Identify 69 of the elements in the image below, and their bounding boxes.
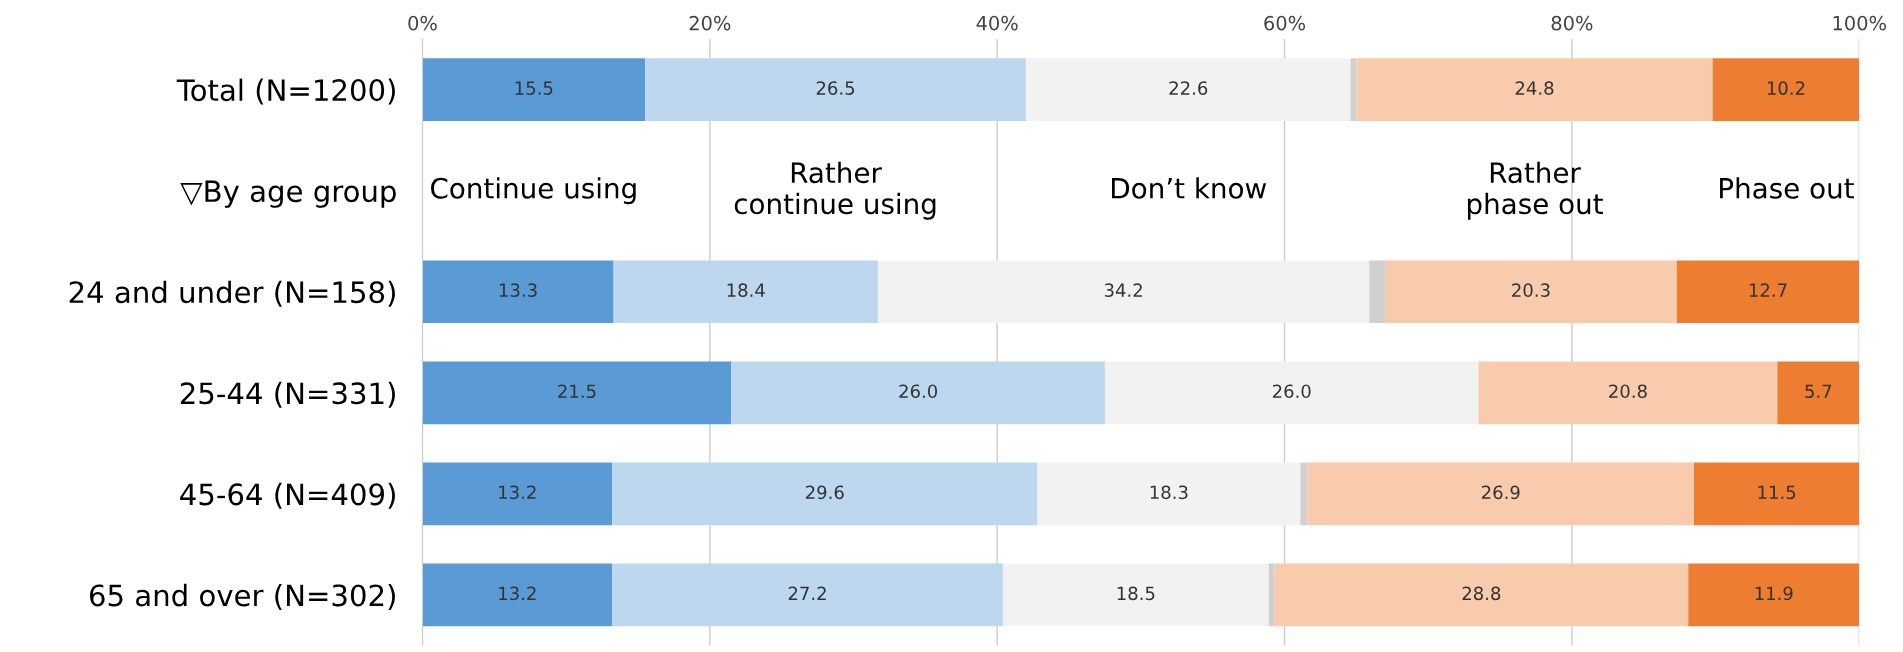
data-label: 27.2 bbox=[788, 586, 826, 600]
data-label: 11.5 bbox=[1758, 485, 1796, 500]
bar bbox=[1300, 462, 1308, 526]
data-label: 20.3 bbox=[1512, 283, 1550, 298]
data-label: 18.5 bbox=[1117, 586, 1155, 601]
bar bbox=[422, 563, 613, 627]
data-label: 11.9 bbox=[1755, 586, 1793, 601]
data-label: 28.8 bbox=[1462, 586, 1501, 601]
bar bbox=[422, 58, 646, 121]
bar bbox=[1694, 462, 1860, 526]
text: Phase out bbox=[1720, 177, 1854, 199]
y-tick-label: Total (N=1200) bbox=[176, 78, 395, 105]
bar bbox=[1777, 361, 1860, 425]
bar bbox=[422, 260, 614, 324]
data-label: 26.0 bbox=[899, 384, 938, 399]
text: Continue using bbox=[430, 177, 636, 205]
bar bbox=[612, 462, 1038, 526]
data-label: 13.3 bbox=[499, 283, 537, 298]
data-label: 34.2 bbox=[1104, 283, 1142, 298]
y-tick-label: 24 and under (N=158) bbox=[69, 280, 395, 307]
data-label: 15.5 bbox=[515, 81, 553, 95]
data-label: 29.6 bbox=[805, 485, 844, 500]
bar bbox=[1104, 361, 1479, 425]
data-label: 18.3 bbox=[1150, 485, 1188, 500]
data-label: 13.2 bbox=[499, 485, 536, 500]
data-label: 20.8 bbox=[1609, 384, 1647, 399]
data-label: 5.7 bbox=[1805, 384, 1832, 399]
data-label: 26.9 bbox=[1481, 485, 1520, 500]
x-tick-label: 100% bbox=[1833, 15, 1886, 31]
bar bbox=[1274, 563, 1689, 627]
bar bbox=[877, 260, 1370, 324]
series-label: Rather phase out bbox=[1467, 161, 1603, 220]
data-label: 22.6 bbox=[1169, 81, 1208, 95]
bar bbox=[1307, 462, 1694, 526]
bar bbox=[731, 361, 1105, 425]
data-label: 24.8 bbox=[1515, 81, 1554, 95]
bar bbox=[1385, 260, 1677, 324]
bar bbox=[1037, 462, 1301, 526]
bar bbox=[1002, 563, 1269, 627]
data-label: 12.7 bbox=[1749, 283, 1787, 297]
bar bbox=[422, 361, 732, 425]
y-tick-label: 25-44 (N=331) bbox=[180, 381, 395, 408]
y-tick-label: 45-64 (N=409) bbox=[180, 482, 395, 509]
bar bbox=[613, 260, 878, 324]
bar bbox=[1025, 58, 1351, 121]
bar bbox=[645, 58, 1026, 121]
bar bbox=[1478, 361, 1778, 425]
y-tick-label: 65 and over (N=302) bbox=[89, 583, 395, 610]
bar bbox=[1688, 563, 1860, 627]
data-label: 21.5 bbox=[558, 384, 596, 399]
data-label: 13.2 bbox=[499, 586, 536, 601]
x-tick-label: 60% bbox=[1264, 15, 1306, 31]
bar bbox=[1712, 58, 1860, 121]
bar bbox=[1369, 260, 1386, 324]
bar bbox=[1356, 58, 1713, 121]
bar bbox=[422, 462, 613, 526]
series-label: Rather continue using bbox=[734, 161, 936, 220]
data-label: 26.0 bbox=[1272, 384, 1311, 399]
text: Don’t know bbox=[1112, 177, 1267, 199]
data-label: 18.4 bbox=[727, 283, 765, 298]
x-tick-label: 40% bbox=[976, 15, 1018, 31]
y-tick-label: ▽By age group bbox=[180, 180, 396, 208]
bar bbox=[1676, 260, 1860, 324]
data-label: 26.5 bbox=[816, 81, 855, 95]
x-tick-label: 20% bbox=[689, 15, 731, 31]
x-tick-label: 0% bbox=[408, 15, 437, 31]
data-label: 10.2 bbox=[1767, 81, 1805, 95]
x-tick-label: 80% bbox=[1551, 15, 1593, 31]
bar bbox=[612, 563, 1003, 627]
